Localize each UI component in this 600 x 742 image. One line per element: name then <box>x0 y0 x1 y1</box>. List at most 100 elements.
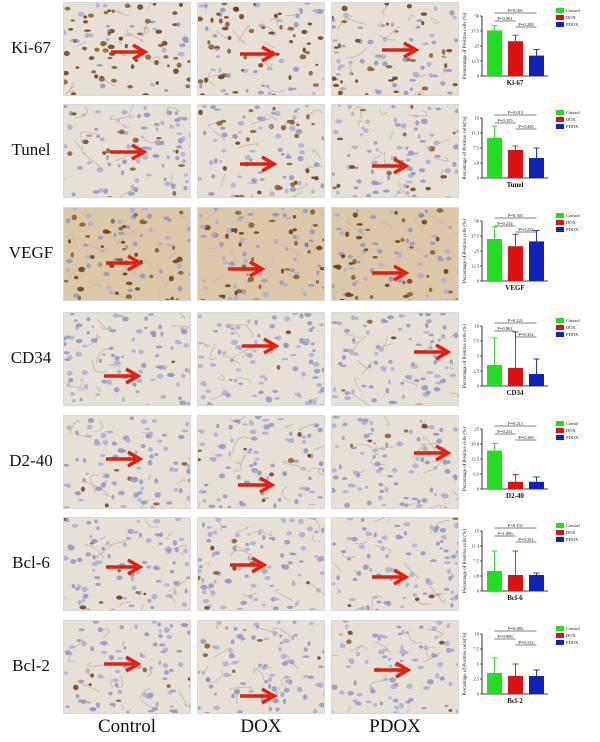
p-value-label: P=0.231 <box>497 429 512 434</box>
y-tick-label: 25 <box>475 44 480 49</box>
chart-title: Tunel <box>507 181 524 189</box>
legend-label: PDOX <box>566 22 579 27</box>
legend-label: Control <box>566 8 581 13</box>
micrograph-bcl-2-pdox <box>331 620 459 714</box>
y-tick-label: 50 <box>475 219 480 224</box>
y-tick-label: 15 <box>475 116 480 121</box>
y-tick-label: 10 <box>475 632 480 637</box>
micrograph-cd34-control <box>63 312 191 406</box>
bar-dox <box>508 368 523 386</box>
y-tick-label: 37.5 <box>471 234 480 239</box>
y-tick-label: 5 <box>477 354 480 359</box>
micrograph-cd34-dox <box>197 312 325 406</box>
legend-swatch <box>556 110 564 115</box>
p-value-label: P=0.208 <box>518 22 534 27</box>
bar-pdox <box>529 374 544 386</box>
legend-label: Contol <box>566 421 579 426</box>
y-tick-label: 0 <box>477 74 480 79</box>
legend-label: PDOX <box>566 227 579 232</box>
bar-chart-ki-67: Prencentage of Positive cells (%) 0 12.5 25… <box>460 2 600 98</box>
legend-label: DOX <box>566 15 576 20</box>
p-value-label: P=0.221 <box>508 318 523 323</box>
bar-chart-vegf: Percentage of Positive cells (%) 0 12.5 25 3… <box>460 207 600 303</box>
legend-label: Control <box>566 318 581 323</box>
legend-label: DOX <box>566 428 576 433</box>
bar-control <box>487 30 502 76</box>
p-value-label: P=0.211 <box>508 421 523 426</box>
red-arrow-icon <box>108 143 148 161</box>
legend-label: DOX <box>566 325 576 330</box>
micrograph-tunel-pdox <box>331 104 459 198</box>
y-tick-label: 7.5 <box>473 559 479 564</box>
legend-swatch <box>556 435 564 440</box>
y-tick-label: 7.5 <box>473 339 479 344</box>
red-arrow-icon <box>412 444 452 462</box>
legend-label: PDOX <box>566 332 579 337</box>
legend-label: PDOX <box>566 435 579 440</box>
y-tick-label: 7.5 <box>473 647 479 652</box>
micrograph-ki-67-control <box>63 2 191 96</box>
bar-control <box>487 673 502 694</box>
y-tick-label: 12.5 <box>471 264 480 269</box>
red-arrow-icon <box>240 337 280 355</box>
micrograph-ki-67-pdox <box>331 2 459 96</box>
micrograph-bcl-2-control <box>63 620 191 714</box>
p-value-label: P=0.131 <box>508 523 523 528</box>
bar-pdox <box>529 481 544 489</box>
red-arrow-icon <box>104 254 144 272</box>
legend-swatch <box>556 213 564 218</box>
y-tick-label: 11.3 <box>471 131 479 136</box>
micrograph-bcl-6-pdox <box>331 517 459 611</box>
p-value-label: P=1.896 <box>497 531 513 536</box>
red-arrow-icon <box>380 41 420 59</box>
red-arrow-icon <box>104 450 144 468</box>
red-arrow-icon <box>372 661 412 679</box>
bar-chart-bcl-6: Percentage of Positive cells (%) 0 3.8 7.5 1… <box>460 517 600 613</box>
y-tick-label: 2.5 <box>473 677 479 682</box>
micrograph-ki-67-dox <box>197 2 325 96</box>
y-tick-label: 0 <box>477 176 480 181</box>
legend-swatch <box>556 22 564 27</box>
column-label-pdox: PDOX <box>369 716 421 737</box>
legend-label: DOX <box>566 530 576 535</box>
chart-title: Bcl-2 <box>507 697 523 705</box>
row-label-ki-67: Ki-67 <box>11 38 51 57</box>
y-tick-label: 3.8 <box>473 161 479 166</box>
y-tick-label: 25 <box>475 427 480 432</box>
bar-pdox <box>529 676 544 694</box>
bar-pdox <box>529 158 544 178</box>
column-label-control: Control <box>97 716 157 737</box>
p-value-label: P=0.013 <box>508 110 524 115</box>
legend-label: DOX <box>566 220 576 225</box>
column-label-dox: DOX <box>240 716 282 737</box>
y-axis-label: Percentage of Positive cells (%) <box>463 219 468 283</box>
legend-swatch <box>556 332 564 337</box>
bar-control <box>487 138 502 178</box>
y-tick-label: 25 <box>475 249 480 254</box>
y-tick-label: 50 <box>475 14 480 19</box>
row-label-vegf: VEGF <box>8 243 54 262</box>
micrograph-vegf-dox <box>197 207 325 301</box>
legend-swatch <box>556 530 564 535</box>
y-axis-label: Percentage of Positive cells(%) <box>463 632 468 695</box>
micrograph-vegf-control <box>63 207 191 301</box>
p-value-label: P=0.483 <box>508 626 524 631</box>
micrograph-cd34-pdox <box>331 312 459 406</box>
bar-dox <box>508 150 523 178</box>
y-axis-label: Percentage of Positive cells (%) <box>463 427 468 491</box>
y-tick-label: 37.5 <box>471 29 480 34</box>
legend-swatch <box>556 523 564 528</box>
legend-swatch <box>556 8 564 13</box>
legend-label: PDOX <box>566 640 579 645</box>
red-arrow-icon <box>109 43 149 61</box>
bar-control <box>487 450 502 489</box>
bar-control <box>487 239 502 281</box>
legend-swatch <box>556 626 564 631</box>
micrograph-d2-40-pdox <box>331 415 459 509</box>
legend-label: DOX <box>566 117 576 122</box>
bar-chart-tunel: Percentage of Positive cells(%) 0 3.8 7.5 11… <box>460 104 600 200</box>
legend-swatch <box>556 537 564 542</box>
chart-title: D2-40 <box>506 492 524 500</box>
y-tick-label: 12.5 <box>471 59 480 64</box>
legend-swatch <box>556 117 564 122</box>
